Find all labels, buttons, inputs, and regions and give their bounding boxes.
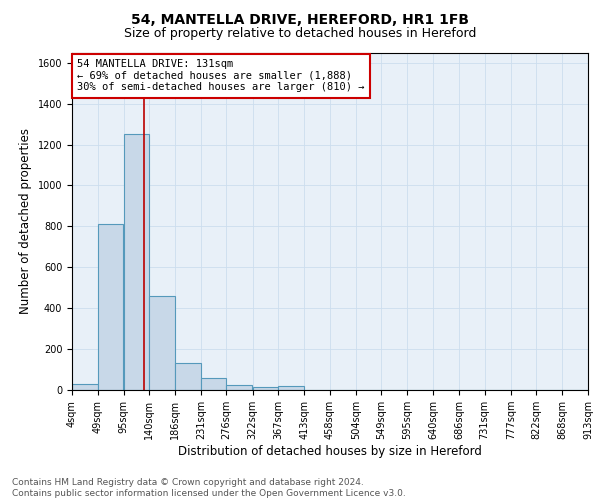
Y-axis label: Number of detached properties: Number of detached properties [19, 128, 32, 314]
Bar [278, 386, 304, 390]
Bar [98, 224, 123, 390]
Bar [149, 296, 175, 390]
Text: 54, MANTELLA DRIVE, HEREFORD, HR1 1FB: 54, MANTELLA DRIVE, HEREFORD, HR1 1FB [131, 12, 469, 26]
Bar [72, 384, 98, 390]
Bar [175, 364, 201, 390]
Text: Size of property relative to detached houses in Hereford: Size of property relative to detached ho… [124, 28, 476, 40]
X-axis label: Distribution of detached houses by size in Hereford: Distribution of detached houses by size … [178, 445, 482, 458]
Text: Contains HM Land Registry data © Crown copyright and database right 2024.
Contai: Contains HM Land Registry data © Crown c… [12, 478, 406, 498]
Text: 54 MANTELLA DRIVE: 131sqm
← 69% of detached houses are smaller (1,888)
30% of se: 54 MANTELLA DRIVE: 131sqm ← 69% of detac… [77, 59, 365, 92]
Bar [124, 134, 149, 390]
Bar [226, 385, 252, 390]
Bar [201, 378, 226, 390]
Bar [253, 387, 278, 390]
